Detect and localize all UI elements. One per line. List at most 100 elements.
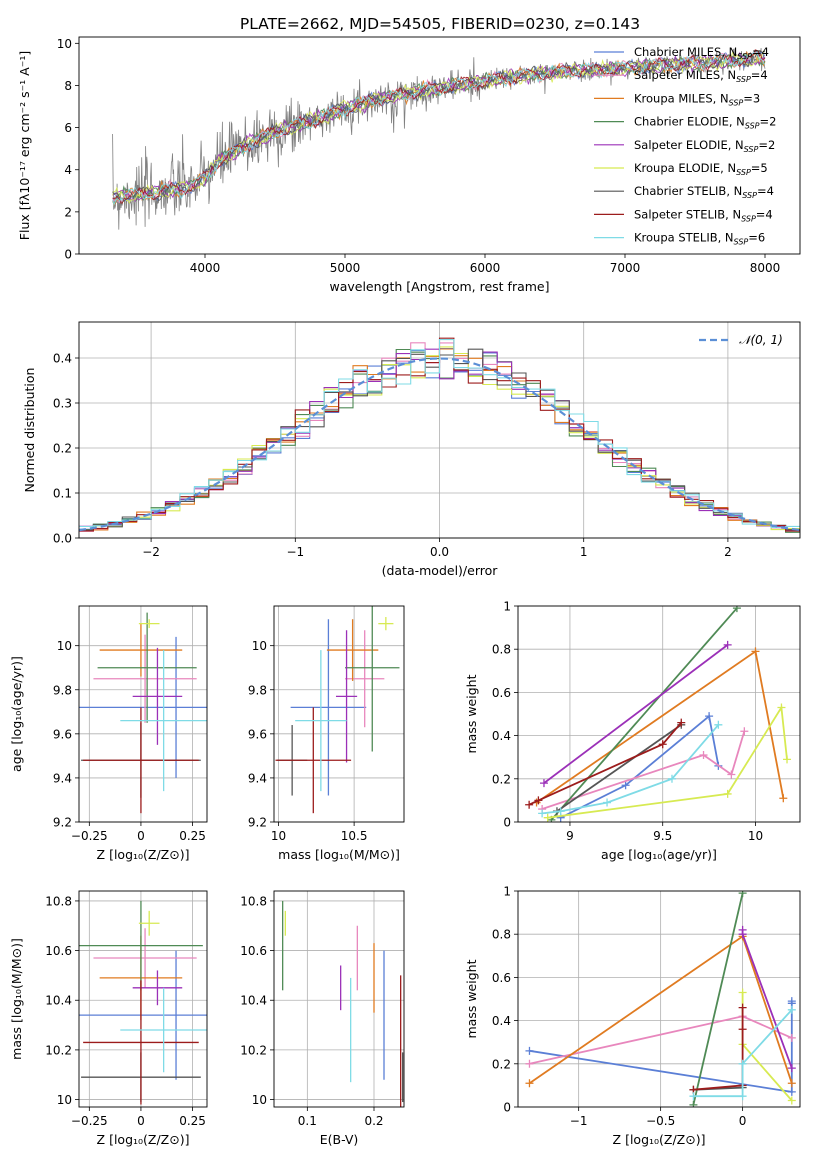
legend-value: =2 [758, 138, 775, 152]
y-tick-label: 0.3 [53, 397, 72, 411]
axes: −0.25 0 0.25 10 10.2 10.4 10.6 10.8 Z [log₁₀(Z/Z… [9, 890, 208, 1147]
weight-point-marker [738, 1092, 747, 1101]
weight-series-chabrier-miles [556, 712, 723, 822]
legend-label-salpeter-miles: Salpeter MILES, NSSP=4 [634, 68, 768, 84]
y-tick-label: 0.0 [53, 532, 72, 546]
weight-series-chabrier-elodie [547, 606, 741, 822]
errorbar-salpeter-elodie [132, 647, 183, 745]
weight-point-marker [603, 798, 612, 807]
y-tick-label: 0.4 [492, 1014, 511, 1028]
weight-point-marker [787, 1033, 796, 1042]
legend-label-kroupa-elodie: Kroupa ELODIE, NSSP=5 [634, 161, 768, 177]
y-tick-label: 0 [503, 816, 511, 830]
model-spectrum-salpeter-elodie [112, 51, 766, 203]
y-tick-label: 9.6 [248, 727, 267, 741]
weight-point-marker [738, 1025, 747, 1034]
weight-point-marker [738, 1003, 747, 1012]
errorbar-kroupa-stelib [120, 987, 207, 1073]
axes-frame [78, 605, 208, 823]
legend-label-normal: 𝒩(0, 1) [739, 333, 783, 347]
weight-point-marker [738, 930, 747, 939]
weight-series-kroupa-stelib [689, 1005, 796, 1101]
weight-series-chabrier-miles [525, 997, 796, 1096]
y-tick-label: 0.4 [53, 352, 72, 366]
weight-point-marker [705, 712, 714, 721]
plot-area [282, 900, 404, 1107]
errorbar-chabrier-miles [79, 636, 207, 778]
y-axis-label: mass [log₁₀(M/M⊙)] [9, 938, 24, 1060]
x-tick-label: 10.5 [341, 829, 368, 843]
axes-frame [78, 36, 801, 255]
weight-point-marker [534, 796, 543, 805]
x-tick-label: 9 [566, 829, 574, 843]
weight-point-marker [538, 809, 547, 818]
weight-point-marker [738, 1059, 747, 1068]
y-tick-label: 0.2 [492, 772, 511, 786]
axes-frame [273, 605, 405, 823]
errorbar-chabrier-miles [79, 950, 207, 1080]
mass-weight-vs-metallicity-panel: −1 −0.5 0 0 0.2 0.4 0.6 0.8 1 Z [log₁₀(Z/Z⊙)] mass… [464, 885, 801, 1147]
errorbar-kroupa-elodie [138, 619, 160, 629]
weight-point-marker [525, 1079, 534, 1088]
legend-value: =4 [752, 45, 769, 59]
x-tick-label: 2 [724, 545, 732, 559]
legend-subscript: SSP [729, 98, 744, 107]
y-tick-label: 1 [503, 885, 511, 899]
x-tick-label: 8000 [750, 261, 781, 275]
y-tick-label: 10 [57, 37, 72, 51]
errorbar-salpeter-miles [93, 928, 197, 988]
y-tick-label: 0.8 [492, 928, 511, 942]
weight-line [556, 724, 682, 812]
legend-value: =4 [757, 184, 774, 198]
weight-point-marker [525, 1059, 534, 1068]
legend-subscript: SSP [744, 145, 759, 154]
y-tick-label: 10 [252, 639, 267, 653]
axes-frame [273, 890, 405, 1108]
y-tick-label: 0.4 [492, 729, 511, 743]
normal-distribution-curve [79, 357, 800, 532]
weight-series-chabrier-elodie [689, 891, 747, 1107]
x-tick-label: 0.25 [179, 829, 206, 843]
y-tick-label: 0.8 [492, 643, 511, 657]
legend-value: =4 [756, 207, 773, 221]
y-tick-label: 10 [57, 1093, 72, 1107]
y-tick-label: 6 [64, 121, 72, 135]
legend-value: =6 [748, 231, 765, 245]
model-spectrum-kroupa-stelib [112, 51, 766, 207]
errorbar-kroupa-stelib [120, 650, 207, 792]
weight-line [550, 607, 738, 821]
weight-point-marker [779, 794, 788, 803]
figure-title: PLATE=2662, MJD=54505, FIBERID=0230, z=0… [240, 15, 640, 33]
x-axis-label: Z [log₁₀(Z/Z⊙)] [613, 1132, 706, 1147]
y-tick-label: 10.4 [240, 994, 267, 1008]
y-tick-label: 10.6 [45, 944, 72, 958]
errorbar-kroupa-elodie [138, 910, 160, 936]
y-tick-label: 2 [64, 205, 72, 219]
errorbar-salpeter-stelib [275, 707, 352, 814]
weight-series-kroupa-elodie [738, 988, 796, 1105]
x-axis-label: wavelength [Angstrom, rest frame] [329, 279, 549, 294]
x-tick-label: 5000 [330, 261, 361, 275]
y-tick-label: 9.8 [248, 683, 267, 697]
x-tick-label: −0.25 [71, 1114, 108, 1128]
weight-point-marker [738, 891, 747, 898]
weight-point-marker [738, 988, 747, 997]
legend-label-salpeter-elodie: Salpeter ELODIE, NSSP=2 [634, 138, 775, 154]
axes-frame [517, 890, 801, 1108]
y-tick-label: 10.2 [240, 1043, 267, 1057]
weight-point-marker [787, 997, 796, 1006]
errorbar-kroupa-miles [99, 623, 183, 677]
weight-line [536, 649, 785, 804]
y-tick-label: 0.6 [492, 971, 511, 985]
x-axis-label: Z [log₁₀(Z/Z⊙)] [97, 1132, 190, 1147]
axes: −1 −0.5 0 0 0.2 0.4 0.6 0.8 1 Z [log₁₀(Z/Z⊙)] mass… [464, 885, 801, 1147]
x-tick-label: 7000 [610, 261, 641, 275]
plot-area [79, 612, 207, 814]
errorbar-kroupa-miles [326, 619, 379, 681]
x-axis-label: age [log₁₀(age/yr)] [601, 847, 717, 862]
x-tick-label: 1 [580, 545, 588, 559]
weight-series-salpeter-elodie [539, 640, 732, 788]
weight-point-marker [658, 740, 667, 749]
weight-point-marker [525, 1046, 534, 1055]
weight-point-marker [723, 789, 732, 798]
